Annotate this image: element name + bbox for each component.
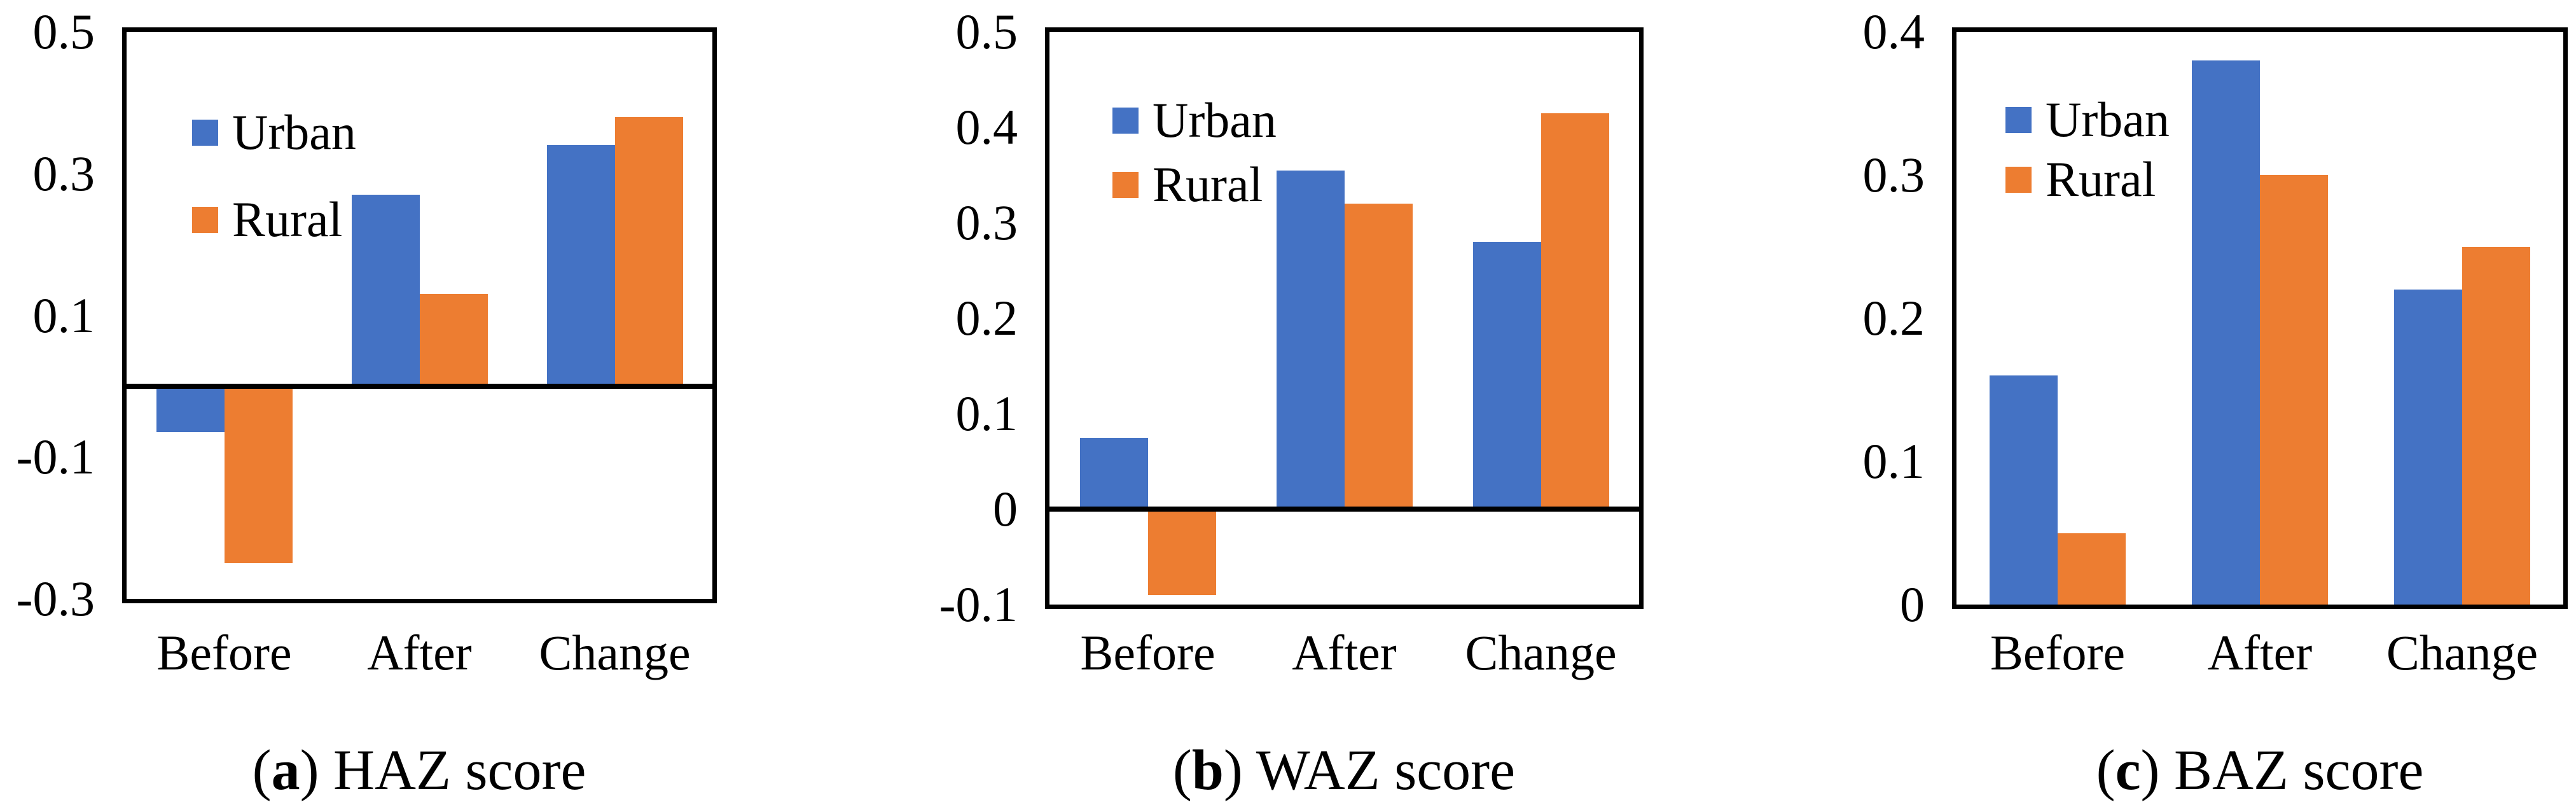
chart-panel-waz: Urban Rural (b) WAZ score 0.5 0.4 0.3 0.2 0.… [859, 0, 1717, 812]
x-category-label: Change [2386, 625, 2538, 680]
chart-caption: (a) HAZ score [252, 739, 586, 802]
legend-label-rural: Rural [232, 192, 343, 247]
bar-rural-after [419, 294, 488, 386]
y-tick-label: 0.4 [955, 99, 1018, 155]
x-category-label: After [367, 625, 472, 680]
x-category-label: Change [1465, 625, 1617, 680]
y-tick-label: 0.3 [955, 195, 1018, 250]
plot-area-baz [1952, 27, 2568, 609]
y-tick-label: 0.3 [32, 145, 95, 201]
legend-entry-rural: Rural [2005, 148, 2156, 211]
bar-rural-before [1147, 509, 1216, 595]
bar-rural-before [2058, 533, 2126, 605]
y-tick-label: 0.1 [955, 386, 1018, 441]
chart-caption: (b) WAZ score [1172, 739, 1516, 802]
legend-entry-rural: Rural [1112, 153, 1263, 216]
legend-entry-urban: Urban [2005, 88, 2170, 151]
rural-legend-swatch [1112, 171, 1139, 198]
bar-rural-after [1344, 204, 1413, 509]
y-tick-label: 0.5 [955, 4, 1018, 59]
bar-urban-change [546, 145, 615, 386]
y-tick-label: -0.1 [16, 429, 95, 485]
chart-caption: (c) BAZ score [2096, 739, 2424, 802]
x-category-label: Before [1080, 625, 1215, 680]
x-category-label: Before [156, 625, 292, 680]
bar-urban-before [1990, 375, 2058, 605]
zero-axis-line [127, 383, 712, 389]
y-tick-label: 0.1 [1862, 433, 1925, 489]
x-category-label: Change [539, 625, 691, 680]
x-category-label: After [1292, 625, 1397, 680]
urban-legend-swatch [1112, 107, 1139, 134]
chart-panel-baz: Urban Rural (c) BAZ score 0.4 0.3 0.2 0.1 0 B… [1717, 0, 2576, 812]
legend-label-urban: Urban [2046, 92, 2170, 147]
bar-rural-after [2260, 175, 2328, 605]
urban-legend-swatch [2005, 106, 2032, 133]
legend-label-urban: Urban [1153, 92, 1277, 148]
x-category-label: Before [1990, 625, 2126, 680]
y-tick-label: 0.5 [32, 4, 95, 59]
x-category-label: After [2207, 625, 2313, 680]
bar-rural-change [1541, 113, 1609, 509]
bar-urban-before [156, 386, 225, 433]
bar-urban-change [1472, 242, 1541, 509]
y-tick-label: 0 [1900, 577, 1925, 632]
y-tick-label: 0.3 [1862, 147, 1925, 202]
zero-axis-line [1049, 507, 1639, 512]
urban-legend-swatch [192, 119, 218, 146]
rural-legend-swatch [2005, 166, 2032, 193]
bar-urban-after [2192, 60, 2260, 605]
bar-urban-after [351, 195, 420, 386]
legend-label-rural: Rural [1153, 157, 1263, 212]
legend-label-rural: Rural [2046, 151, 2156, 207]
y-tick-label: 0.1 [32, 287, 95, 343]
y-tick-label: 0 [993, 481, 1018, 536]
y-tick-label: 0.2 [955, 290, 1018, 346]
y-tick-label: -0.1 [939, 577, 1018, 632]
y-tick-label: -0.3 [16, 571, 95, 626]
legend-entry-urban: Urban [192, 101, 356, 164]
y-tick-label: 0.4 [1862, 4, 1925, 59]
plot-area-haz [122, 27, 717, 603]
bar-rural-change [614, 116, 683, 386]
chart-panel-haz: Urban Rural (a) HAZ score 0.5 0.3 0.1 -0.1 -… [0, 0, 859, 812]
legend-entry-rural: Rural [192, 188, 342, 251]
bar-urban-change [2394, 290, 2462, 605]
legend-label-urban: Urban [232, 104, 356, 160]
rural-legend-swatch [192, 206, 218, 233]
bar-urban-before [1079, 437, 1148, 509]
y-tick-label: 0.2 [1862, 290, 1925, 346]
legend-entry-urban: Urban [1112, 88, 1277, 152]
bar-urban-after [1276, 170, 1345, 509]
bar-rural-change [2462, 246, 2530, 605]
bar-rural-before [224, 386, 293, 564]
